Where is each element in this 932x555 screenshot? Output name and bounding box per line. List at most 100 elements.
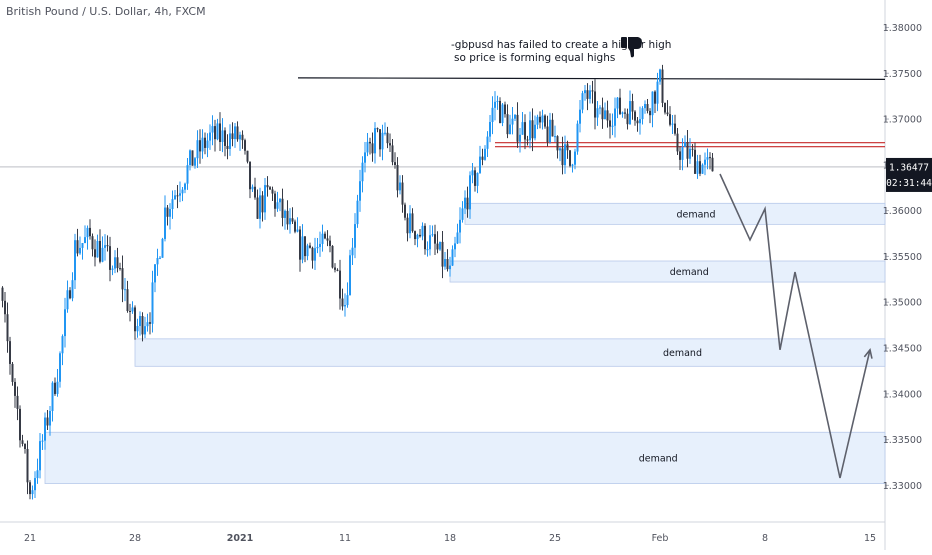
y-tick-label: 1.33000: [883, 481, 922, 492]
candle-down: [99, 229, 101, 264]
candle-down: [631, 93, 634, 120]
candle-body: [671, 123, 674, 125]
price-badge-countdown: 02:31:44: [886, 178, 932, 189]
candle-body: [574, 151, 576, 165]
candle-body: [111, 268, 114, 270]
candle-body: [464, 197, 466, 209]
candle-body: [354, 224, 356, 248]
candle-down: [191, 150, 194, 166]
demand-zone-2: [449, 260, 886, 283]
candle-down: [386, 126, 389, 149]
candle-body: [311, 247, 314, 261]
candle-down: [406, 213, 409, 242]
candle-body: [124, 289, 126, 291]
candle-up: [229, 124, 231, 156]
candle-down: [404, 202, 406, 221]
candle-up: [221, 118, 224, 153]
candle-body: [74, 240, 76, 281]
candle-body: [314, 248, 316, 261]
candle-body: [546, 126, 549, 143]
candle-up: [306, 243, 309, 261]
candle-down: [569, 150, 571, 168]
candle-body: [164, 207, 166, 239]
candle-body: [569, 150, 571, 166]
candle-body: [326, 238, 329, 241]
candle-up: [356, 194, 359, 228]
candle-up: [684, 135, 686, 147]
candle-down: [16, 386, 19, 421]
candle-up: [346, 282, 349, 308]
x-tick-label: Feb: [652, 533, 669, 544]
candle-up: [181, 186, 184, 202]
candle-body: [309, 245, 311, 248]
candle-body: [96, 240, 99, 258]
candle-down: [269, 185, 271, 191]
demand-zone-label: demand: [670, 267, 709, 278]
candle-body: [269, 187, 271, 190]
candle-down: [371, 132, 374, 162]
candle-body: [386, 132, 389, 144]
candle-down: [294, 219, 296, 234]
candle-down: [674, 114, 676, 136]
candle-body: [361, 162, 364, 182]
candle-up: [429, 225, 431, 256]
candle-down: [481, 148, 484, 166]
candle-body: [44, 417, 46, 441]
candle-down: [14, 378, 16, 408]
candle-up: [521, 111, 524, 135]
candle-down: [21, 434, 24, 447]
candle-body: [501, 104, 504, 124]
candle-down: [231, 122, 234, 147]
candle-body: [394, 162, 396, 165]
candle-down: [11, 361, 14, 386]
candle-down: [601, 97, 604, 129]
candle-body: [649, 110, 651, 116]
candle-body: [544, 115, 546, 127]
candle-body: [566, 144, 569, 151]
candle-up: [194, 157, 196, 169]
candle-up: [251, 184, 254, 192]
candle-up: [276, 191, 279, 212]
candle-body: [279, 198, 281, 203]
candle-body: [421, 225, 424, 237]
candle-up: [64, 297, 66, 348]
y-tick-label: 1.37000: [883, 115, 922, 126]
candle-body: [91, 236, 94, 250]
candle-up: [599, 105, 601, 115]
annotation-line-1: -gbpusd has failed to create a higher hi…: [451, 39, 671, 51]
candle-down: [561, 136, 564, 175]
candle-down: [634, 110, 636, 126]
candle-body: [524, 122, 526, 140]
candle-body: [14, 381, 16, 396]
candle-body: [561, 148, 564, 166]
candle-up: [239, 131, 241, 151]
candle-body: [559, 148, 561, 151]
candle-body: [404, 204, 406, 218]
candle-down: [606, 100, 609, 128]
candle-up: [614, 97, 616, 138]
candle-down: [396, 157, 399, 198]
candle-up: [469, 171, 471, 219]
candle-body: [669, 114, 671, 125]
candle-up: [289, 208, 291, 234]
candle-body: [94, 249, 96, 258]
candle-up: [49, 405, 51, 436]
candle-down: [336, 268, 339, 272]
y-tick-label: 1.35500: [883, 252, 922, 263]
candle-body: [624, 112, 626, 114]
candle-down: [636, 117, 639, 132]
y-tick-label: 1.34500: [883, 344, 922, 355]
candle-body: [141, 316, 144, 335]
candle-down: [506, 104, 509, 139]
candle-down: [626, 108, 629, 130]
candle-down: [524, 114, 526, 150]
candle-down: [711, 152, 714, 172]
candle-body: [516, 114, 519, 142]
candle-up: [421, 222, 424, 241]
candle-body: [479, 156, 481, 173]
candle-down: [6, 302, 9, 353]
candle-body: [226, 145, 229, 149]
candle-up: [449, 256, 451, 277]
candle-body: [286, 210, 289, 225]
